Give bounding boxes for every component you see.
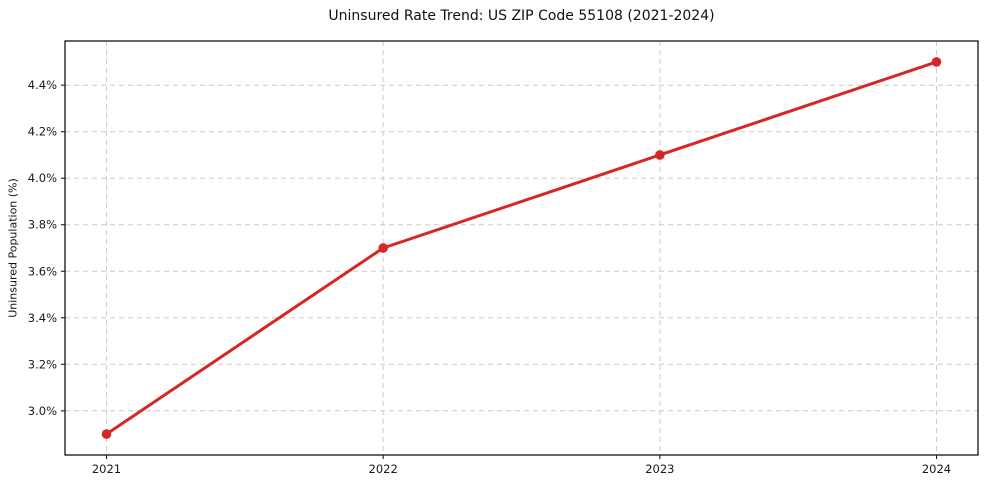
trend-line [105, 60, 938, 436]
y-tick-label: 3.4% [28, 311, 57, 325]
data-point-marker [655, 150, 665, 160]
x-tick-labels: 2021 2022 2023 2024 [92, 462, 951, 476]
y-tick-label: 3.8% [28, 218, 57, 232]
y-tick-labels: 3.0% 3.2% 3.4% 3.6% 3.8% 4.0% 4.2% 4.4% [28, 78, 57, 418]
y-tick-label: 4.0% [28, 171, 57, 185]
y-axis-label: Uninsured Population (%) [6, 178, 20, 318]
data-point-marker [378, 243, 388, 253]
y-tick-label: 3.2% [28, 357, 57, 371]
chart-title: Uninsured Rate Trend: US ZIP Code 55108 … [328, 8, 715, 24]
tick-marks [61, 84, 938, 459]
y-tick-label: 3.0% [28, 404, 57, 418]
grid-lines [65, 41, 978, 455]
data-point-marker [101, 429, 112, 439]
plot-border [64, 40, 979, 456]
x-tick-label: 2024 [922, 462, 951, 476]
y-tick-label: 4.2% [28, 125, 57, 139]
data-point-marker [931, 57, 942, 67]
x-tick-label: 2023 [645, 462, 674, 476]
x-tick-label: 2022 [369, 462, 398, 476]
x-tick-label: 2021 [92, 462, 121, 476]
y-tick-label: 4.4% [28, 78, 57, 92]
y-tick-label: 3.6% [28, 264, 57, 278]
